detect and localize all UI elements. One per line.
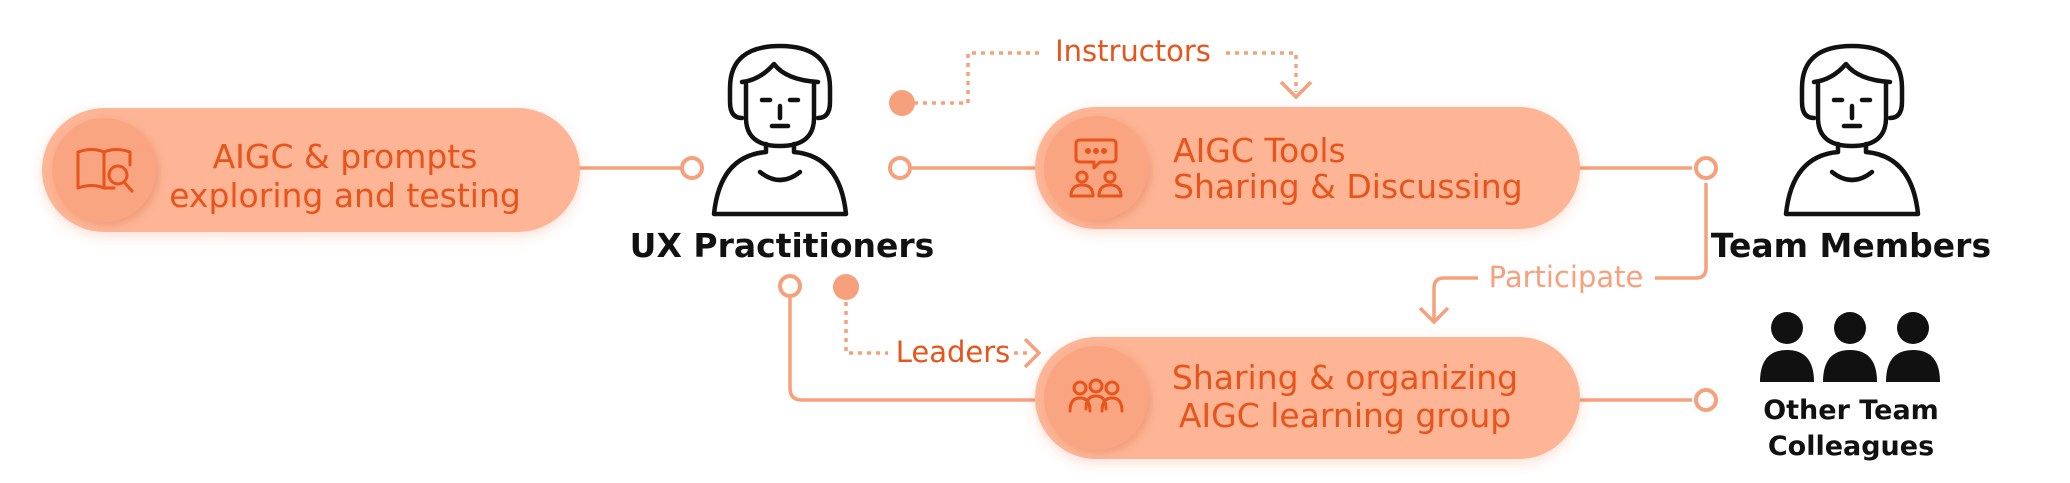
edge-label-instructors: Instructors [1055,34,1211,68]
edge-label-leaders: Leaders [896,335,1011,369]
actor-ux-label: UX Practitioners [630,226,935,265]
node-group-line2: AIGC learning group [1179,396,1511,435]
node-tools-line1: AIGC Tools [1173,131,1346,170]
node-explore: AIGC & prompts exploring and testing [42,108,580,232]
people-icon [1760,312,1940,382]
node-group-line1: Sharing & organizing [1172,358,1518,397]
node-explore-line1: AIGC & prompts [213,137,478,176]
discussion-icon [1069,138,1123,198]
dotted-leaders [844,302,888,355]
dot-ux-leaders [833,274,859,300]
dot-ux-tools [888,156,912,180]
dot-tools-team [1694,156,1718,180]
dotted-connectors [844,51,1298,355]
actor-others-line1: Other Team [1763,395,1939,426]
connector-ux-to-group [788,296,1040,402]
actor-team-label: Team Members [1711,226,1991,265]
arrow-leaders [1023,337,1042,369]
dotted-instructors-left [914,51,1040,105]
node-group-icon-bg [1044,346,1148,450]
book-search-icon [76,148,134,193]
node-explore-pill [42,108,580,232]
connectors [578,166,1708,402]
edge-label-participate: Participate [1489,260,1644,294]
person-icon [711,43,849,217]
arrow-participate [1418,306,1450,325]
dot-explore-ux [680,156,704,180]
dot-ux-group [778,274,802,298]
node-group-pill [1035,337,1580,459]
node-tools: AIGC Tools Sharing & Discussing [1035,107,1580,229]
connector-team-participate-bottom [1432,276,1478,322]
node-tools-line2: Sharing & Discussing [1173,167,1523,206]
dot-group-others [1694,388,1718,412]
node-explore-line2: exploring and testing [169,176,521,215]
node-tools-pill [1035,107,1580,229]
arrow-instructors [1279,80,1313,100]
actor-ux: UX Practitioners [630,43,935,265]
group-icon [1068,378,1124,413]
actor-others-line2: Colleagues [1768,431,1934,462]
endpoint-dots [680,90,1718,412]
actor-others: Other Team Colleagues [1760,312,1940,462]
actor-team: Team Members [1711,43,1991,265]
node-group: Sharing & organizing AIGC learning group [1035,337,1580,459]
person-icon [1783,43,1921,217]
connector-team-participate-top [1655,183,1708,280]
dot-ux-instructors [889,90,915,116]
